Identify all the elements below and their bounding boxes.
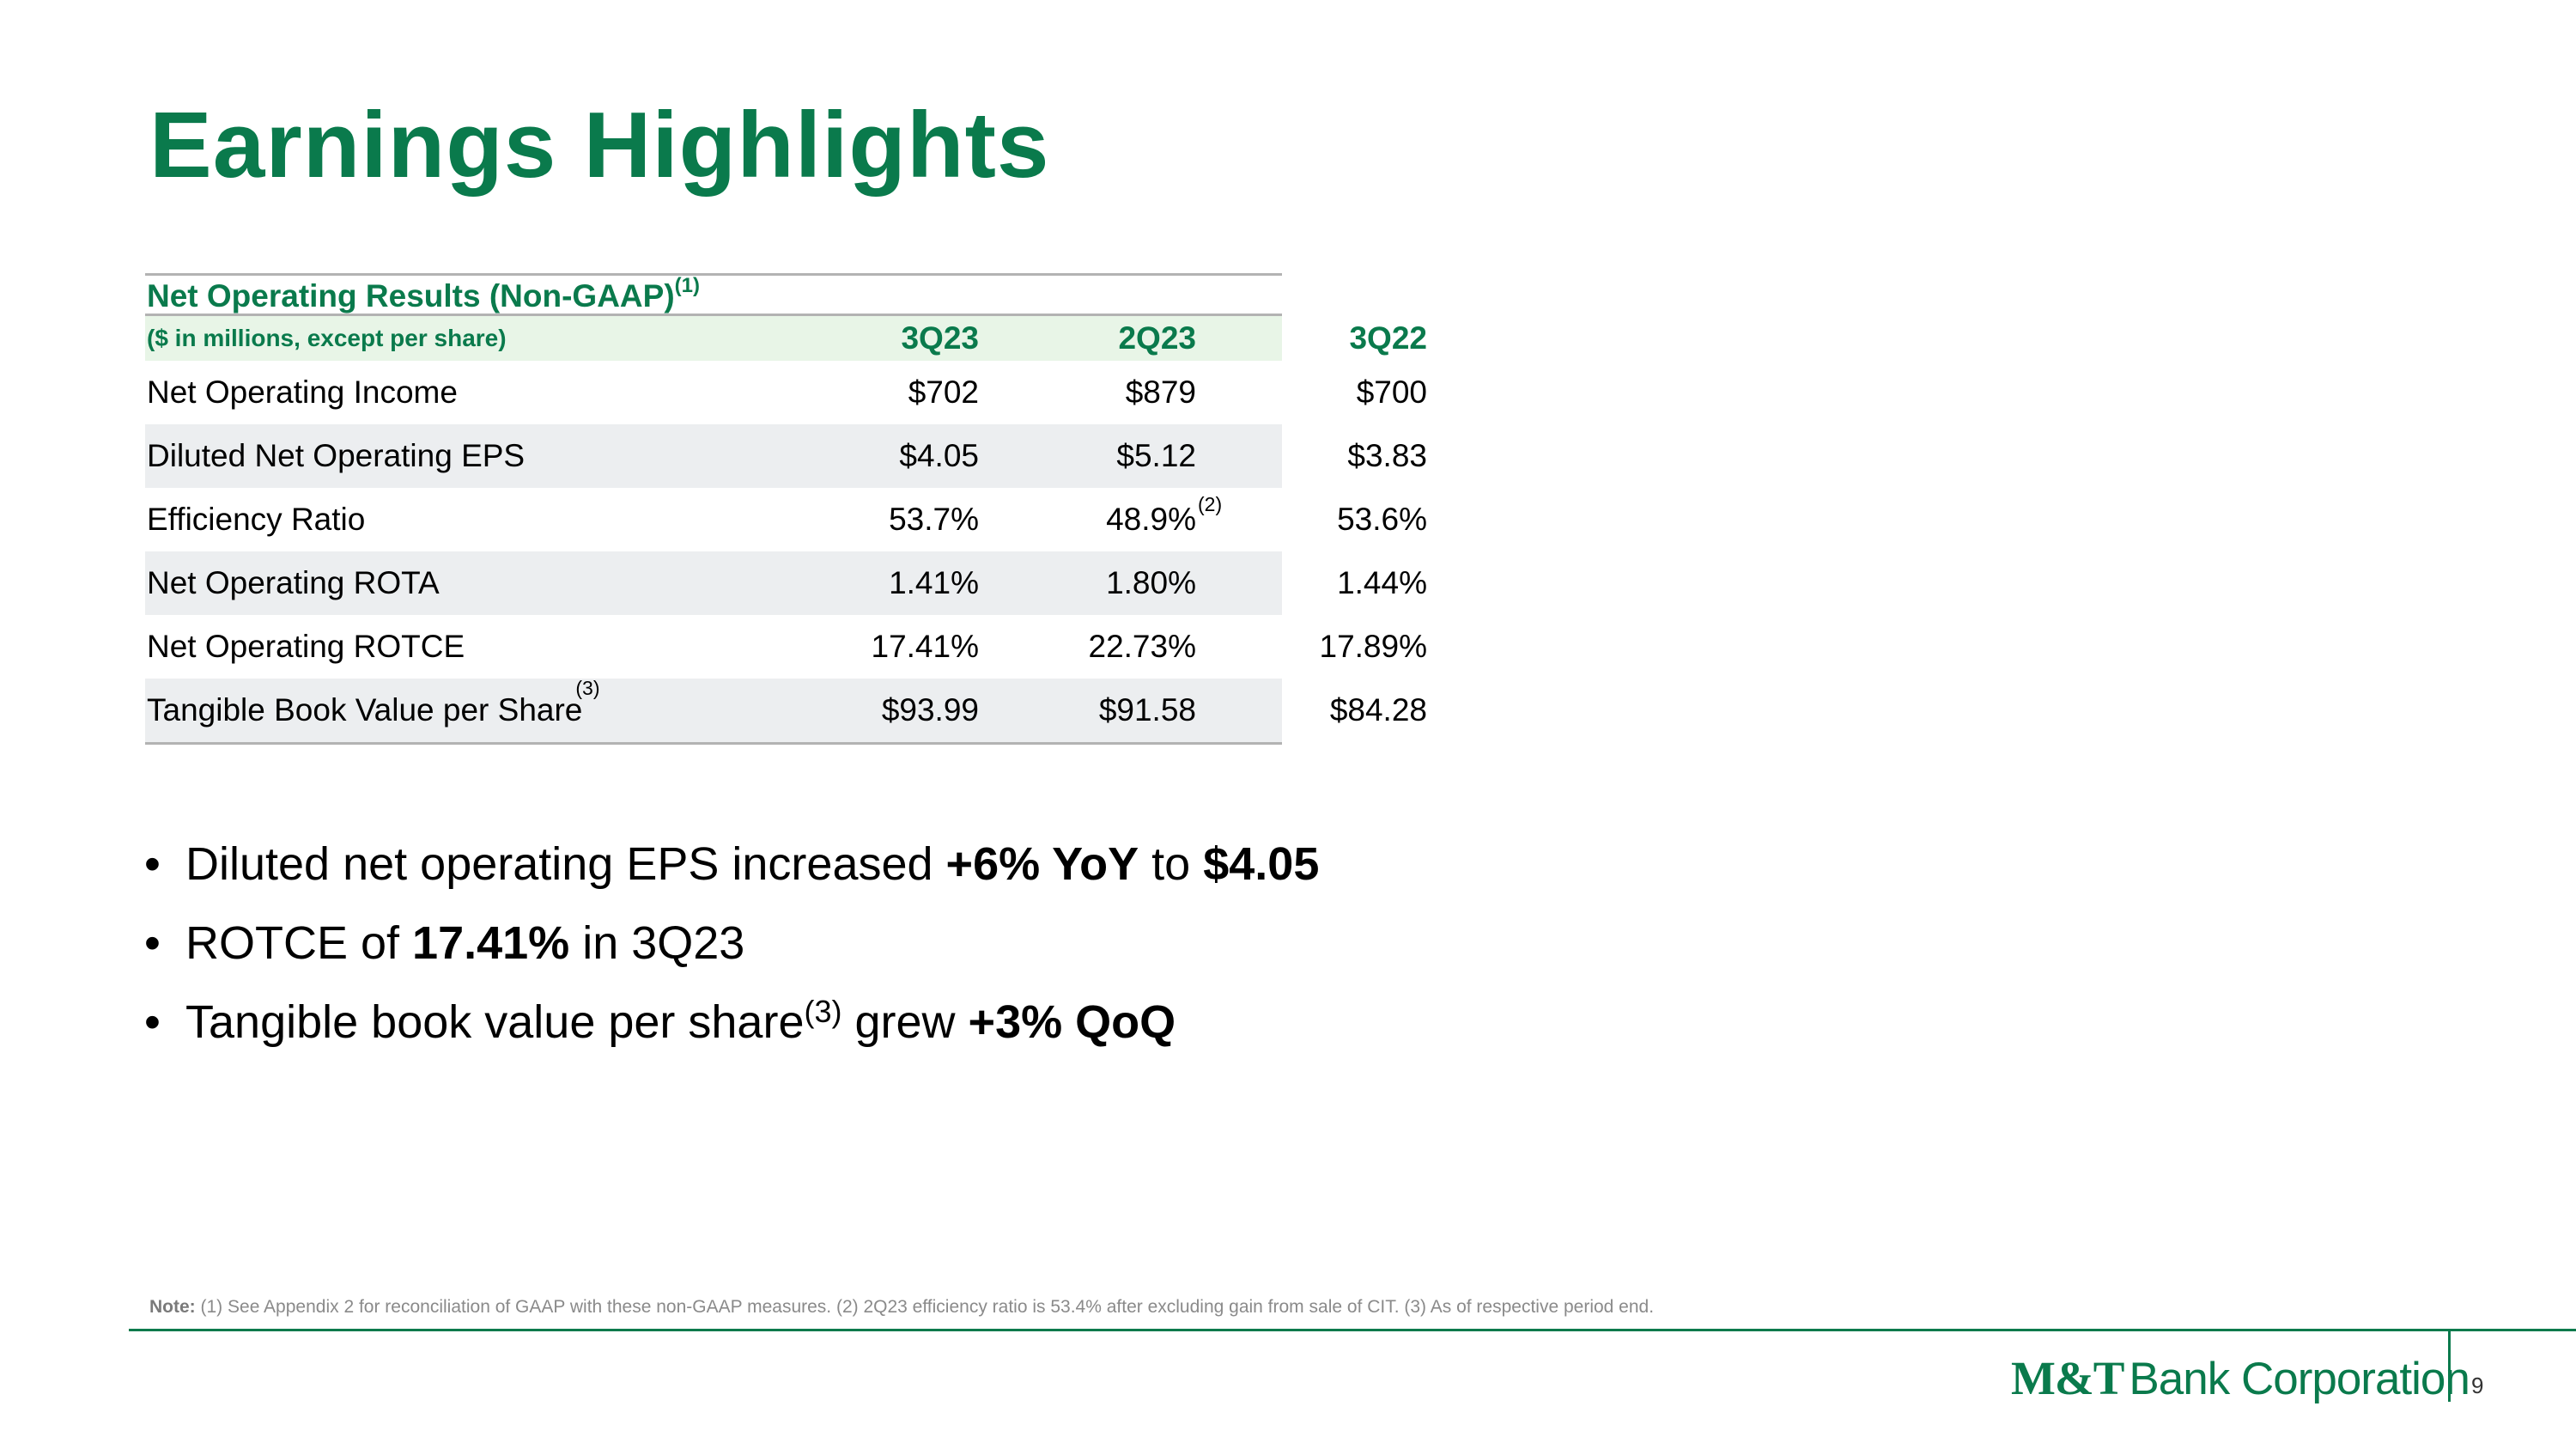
table-row-efficiency-ratio: Efficiency Ratio 53.7% 48.9% (2) 53.6% (145, 488, 1427, 551)
row-label-text: Tangible Book Value per Share (147, 692, 583, 728)
row-label-footnote: (3) (575, 677, 600, 699)
logo-mark: M&T (2011, 1352, 2124, 1404)
cell-footnote: (2) (1198, 493, 1223, 515)
cell-3q22: 17.89% (1319, 629, 1428, 664)
table-heading-text: Net Operating Results (Non-GAAP) (147, 278, 675, 314)
cell-2q23: 22.73% (1088, 629, 1197, 664)
table-heading: Net Operating Results (Non-GAAP)(1) (145, 276, 1282, 314)
row-label: Net Operating Income (147, 374, 458, 410)
bullet-text-emphasis: $4.05 (1203, 838, 1320, 890)
bullet-text-part: in 3Q23 (569, 917, 745, 969)
bullet-icon: • (144, 838, 161, 890)
cell-3q23: 53.7% (889, 502, 979, 537)
table-heading-rule (145, 314, 1282, 316)
cell-3q22: 1.44% (1337, 565, 1427, 600)
bullet-text-part: Diluted net operating EPS increased (185, 838, 946, 890)
table-row-net-operating-income: Net Operating Income $702 $879 $700 (145, 361, 1427, 424)
column-header-2q23: 2Q23 (1118, 320, 1196, 356)
footnote-label: Note: (149, 1297, 196, 1317)
page-title: Earnings Highlights (149, 93, 1050, 198)
bullet-icon: • (144, 917, 161, 969)
cell-2q23: $879 (1125, 374, 1196, 410)
cell-3q23: $702 (908, 374, 979, 410)
bullet-text-emphasis: +3% QoQ (968, 996, 1176, 1048)
column-header-3q23: 3Q23 (901, 320, 979, 356)
cell-2q23: $5.12 (1116, 438, 1196, 473)
table-bottom-rule (145, 742, 1282, 745)
cell-2q23: 48.9% (2) (1007, 488, 1222, 551)
table-row-tangible-book-value: Tangible Book Value per Share(3) $93.99 … (145, 677, 1427, 742)
bullet-text-part: to (1139, 838, 1204, 890)
row-label: Diluted Net Operating EPS (147, 438, 526, 473)
row-label: Net Operating ROTA (147, 565, 440, 600)
row-label: Efficiency Ratio (147, 502, 366, 537)
cell-3q23: $4.05 (899, 438, 979, 473)
table-header-row: ($ in millions, except per share) 3Q23 2… (145, 316, 1427, 361)
table-heading-footnote: (1) (674, 274, 700, 297)
cell-value: 48.9% (1106, 502, 1196, 537)
bullet-icon: • (144, 996, 161, 1048)
bullet-footnote: (3) (804, 994, 842, 1029)
bullet-text-emphasis: +6% YoY (945, 838, 1139, 890)
bullet-text: ROTCE of 17.41% in 3Q23 (185, 912, 744, 974)
table-row-rotce: Net Operating ROTCE 17.41% 22.73% 17.89% (145, 615, 1427, 679)
table-row-rota: Net Operating ROTA 1.41% 1.80% 1.44% (145, 551, 1427, 615)
cell-3q22: 53.6% (1337, 502, 1427, 537)
bullet-text-part: Tangible book value per share (185, 996, 805, 1048)
column-header-3q22: 3Q22 (1349, 320, 1427, 356)
footnote-text: (1) See Appendix 2 for reconciliation of… (195, 1297, 1655, 1317)
cell-2q23: $91.58 (1098, 692, 1196, 728)
cell-3q22: $3.83 (1347, 438, 1427, 473)
cell-3q22: $700 (1356, 374, 1427, 410)
bullet-text-emphasis: 17.41% (412, 917, 570, 969)
cell-3q22: $84.28 (1329, 692, 1427, 728)
row-label: Tangible Book Value per Share(3) (147, 677, 600, 742)
bullet-text: Diluted net operating EPS increased +6% … (185, 833, 1319, 895)
table-row-diluted-eps: Diluted Net Operating EPS $4.05 $5.12 $3… (145, 424, 1427, 488)
cell-2q23: 1.80% (1106, 565, 1196, 600)
cell-3q23: $93.99 (881, 692, 979, 728)
table-unit-label: ($ in millions, except per share) (147, 325, 507, 351)
bullet-text-part: ROTCE of (185, 917, 413, 969)
row-label: Net Operating ROTCE (147, 629, 465, 664)
net-operating-results-table: Net Operating Results (Non-GAAP)(1) ($ i… (145, 273, 1427, 745)
company-logo: M&T Bank Corporation (2011, 1352, 2470, 1405)
page-number: 9 (2471, 1373, 2484, 1398)
bullet-text: Tangible book value per share(3) grew +3… (185, 991, 1176, 1053)
footer-rule (129, 1329, 2576, 1331)
footnote: Note: (1) See Appendix 2 for reconciliat… (149, 1297, 1654, 1318)
logo-text: Bank Corporation (2129, 1354, 2470, 1404)
footer-divider (2448, 1331, 2451, 1402)
table-top-rule (145, 273, 1282, 276)
cell-3q23: 17.41% (871, 629, 980, 664)
cell-3q23: 1.41% (889, 565, 979, 600)
bullet-text-part: grew (841, 996, 969, 1048)
